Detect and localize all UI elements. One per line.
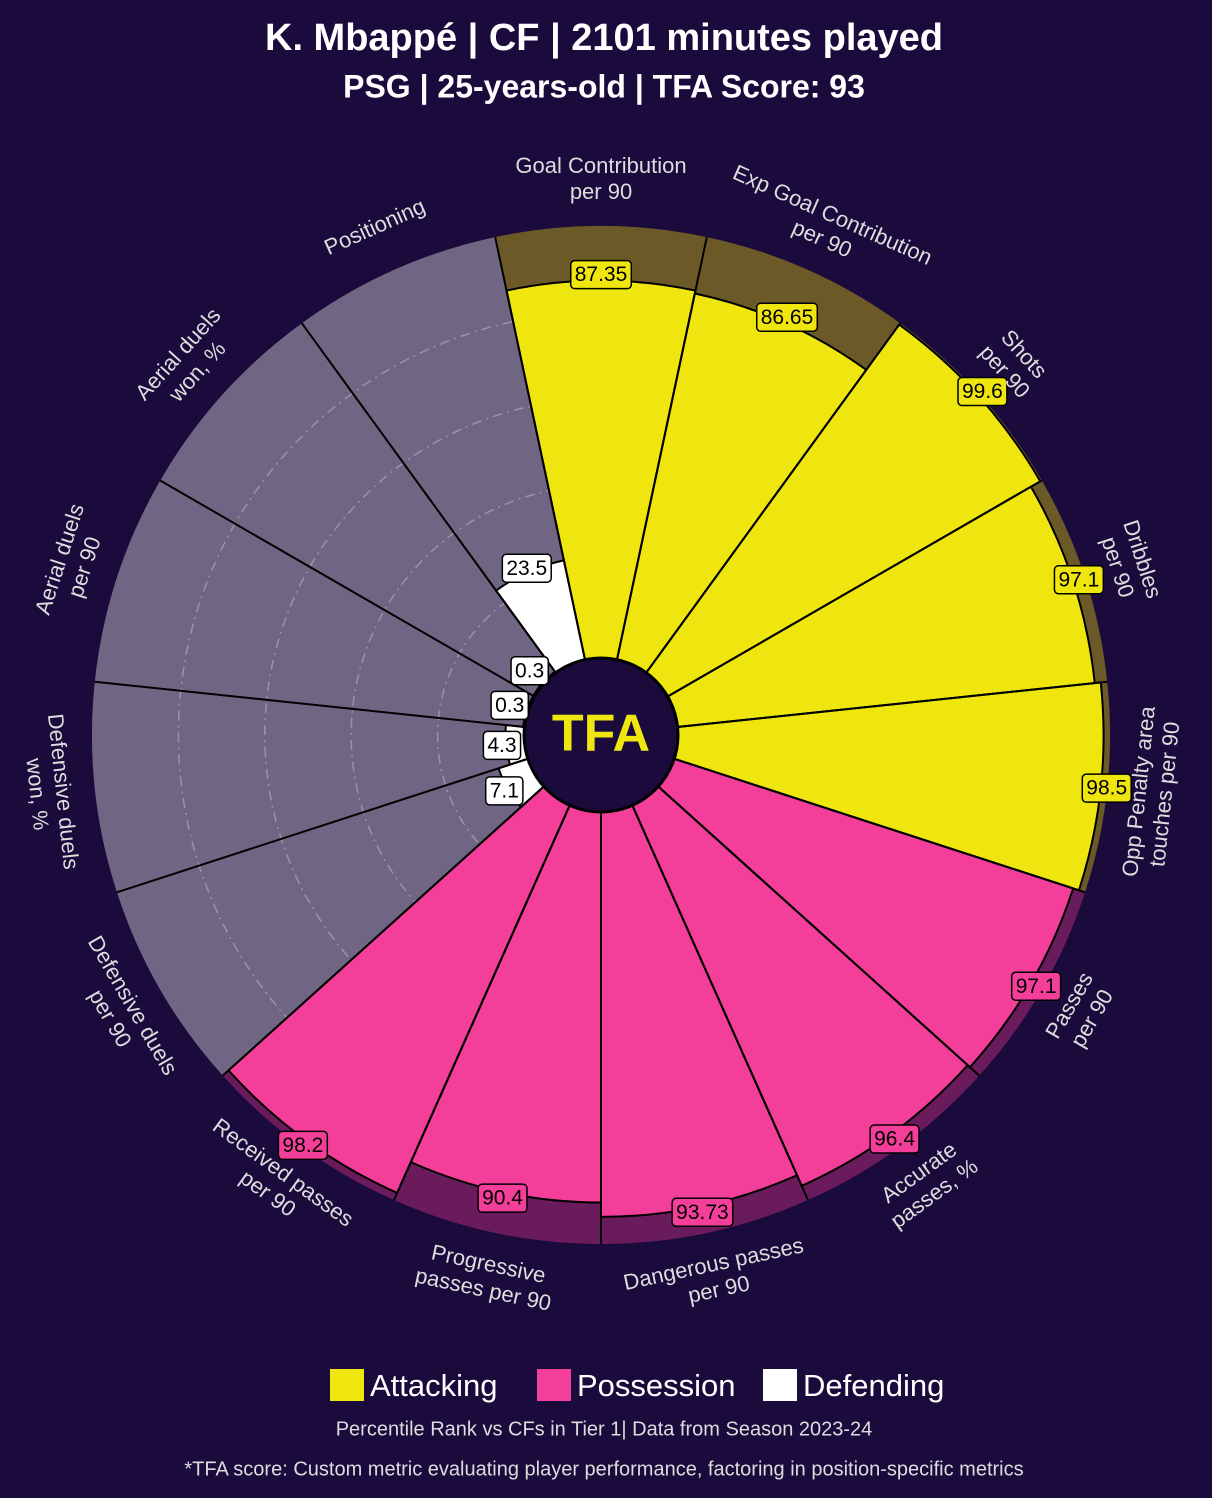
slice-divider	[667, 479, 1043, 698]
value-label: 98.2	[277, 1130, 329, 1161]
slice-divider	[393, 804, 571, 1201]
value-label: 86.65	[755, 302, 819, 332]
value-label-box	[1081, 773, 1132, 803]
chart-subtitle: PSG | 25-years-old | TFA Score: 93	[343, 68, 865, 104]
legend-swatch	[330, 1369, 364, 1401]
category-label-line: per 90	[570, 179, 632, 204]
legend-label: Possession	[577, 1368, 736, 1403]
value-label-box	[490, 690, 530, 721]
slice-background	[94, 480, 535, 727]
legend-swatch	[763, 1369, 797, 1401]
value-label-text: 86.65	[761, 306, 814, 329]
value-label: 96.4	[869, 1124, 920, 1154]
value-label-text: 98.2	[282, 1134, 323, 1157]
legend-label: Attacking	[370, 1368, 498, 1403]
slice-divider	[301, 322, 557, 674]
value-label: 98.5	[1081, 773, 1132, 803]
value-label: 7.1	[484, 776, 524, 806]
value-label: 0.3	[510, 656, 550, 686]
slice-divider	[631, 804, 809, 1201]
value-label-box	[869, 1124, 920, 1154]
value-label-text: 97.1	[1058, 568, 1099, 591]
slice-divider	[494, 236, 586, 660]
value-label-box	[569, 259, 633, 290]
value-label-text: 0.3	[495, 694, 524, 717]
value-label: 23.5	[501, 553, 552, 584]
value-label-text: 96.4	[874, 1128, 915, 1151]
category-label-line: Goal Contribution	[515, 153, 686, 178]
value-label-text: 90.4	[482, 1187, 523, 1210]
slice-divider	[159, 479, 535, 698]
value-label: 99.6	[957, 376, 1008, 407]
legend-label: Defending	[803, 1368, 944, 1403]
slice-background	[116, 758, 544, 1076]
logo-circle	[522, 656, 680, 814]
category-label: Dribblesper 90	[1094, 517, 1167, 610]
value-label-box	[1053, 564, 1105, 595]
category-label: Passesper 90	[1040, 968, 1120, 1056]
value-label-text: 23.5	[506, 557, 547, 580]
slice-divider	[673, 757, 1086, 894]
value-label: 90.4	[477, 1183, 528, 1213]
value-label-box	[957, 376, 1008, 407]
slice-divider	[94, 680, 525, 728]
chart-title: K. Mbappé | CF | 2101 minutes played	[265, 17, 943, 59]
value-label-text: 87.35	[575, 263, 628, 286]
value-label-box	[501, 553, 552, 584]
value-label-box	[671, 1197, 734, 1228]
value-label: 93.73	[671, 1197, 734, 1228]
value-label: 97.1	[1053, 564, 1105, 595]
value-label-text: 99.6	[962, 380, 1003, 403]
slice-divider	[645, 322, 901, 674]
value-label-box	[277, 1130, 329, 1161]
slice-divider	[657, 785, 980, 1077]
value-label-text: 93.73	[676, 1201, 729, 1224]
footnote: Percentile Rank vs CFs in Tier 1| Data f…	[336, 1418, 873, 1440]
value-label: 0.3	[490, 690, 530, 721]
slice-divider	[222, 785, 545, 1077]
value-label-text: 97.1	[1016, 975, 1057, 998]
logo-text: TFA	[552, 705, 650, 763]
value-label-box	[482, 730, 522, 761]
value-label: 87.35	[569, 259, 633, 290]
footnote: *TFA score: Custom metric evaluating pla…	[184, 1458, 1023, 1480]
value-label-text: 0.3	[515, 659, 544, 682]
value-label-text: 7.1	[490, 779, 519, 802]
value-label-box	[484, 776, 524, 806]
value-label: 4.3	[482, 730, 522, 761]
value-label-box	[755, 302, 819, 332]
value-label-text: 98.5	[1086, 777, 1127, 800]
value-label-box	[477, 1183, 528, 1213]
slice-background	[160, 323, 556, 697]
slice-background	[91, 681, 528, 893]
value-label: 97.1	[1010, 971, 1062, 1001]
value-label-text: 4.3	[487, 734, 516, 757]
category-label: Goal Contribution per 90	[515, 153, 686, 204]
slice-divider	[116, 757, 529, 894]
slice-divider	[616, 236, 708, 660]
slice-divider	[677, 680, 1108, 728]
legend-swatch	[537, 1369, 571, 1401]
value-label-box	[510, 656, 550, 686]
value-label-box	[1010, 971, 1062, 1001]
